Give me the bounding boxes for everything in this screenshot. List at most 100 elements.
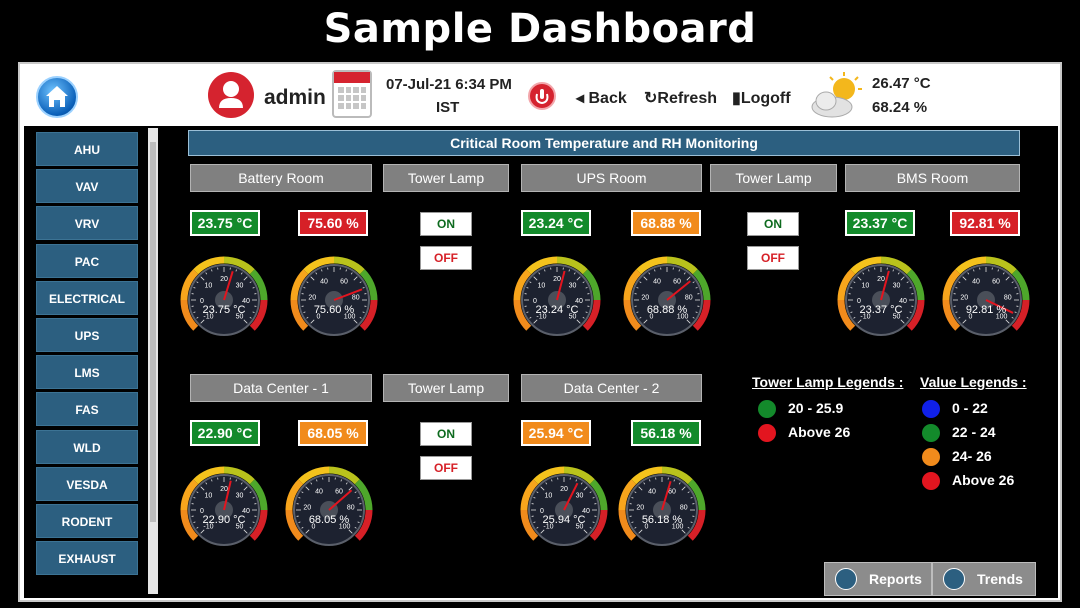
- gauge-tick-label: 0: [968, 314, 972, 321]
- gauge-tick-label: 20: [560, 486, 568, 493]
- gauge-tick-label: 50: [893, 314, 901, 321]
- sidebar-item-electrical[interactable]: ELECTRICAL: [36, 280, 138, 315]
- legend-dot: [922, 424, 940, 442]
- gauge-value-label: 56.18 %: [642, 514, 683, 526]
- tower-lamp-off-button[interactable]: OFF: [420, 456, 472, 480]
- sidebar-item-ups[interactable]: UPS: [36, 318, 138, 352]
- dashboard-window: admin 07-Jul-21 6:34 PM IST ◂ Back ↻Refr…: [18, 62, 1062, 602]
- sidebar-item-rodent[interactable]: RODENT: [36, 504, 138, 538]
- tower-lamp-label: Tower Lamp: [710, 164, 837, 192]
- gauge-needle: [666, 280, 691, 301]
- rh-value-box: 75.60 %: [298, 210, 368, 236]
- legend-text: Above 26: [952, 472, 1015, 488]
- gauge-tick-label: 20: [303, 505, 311, 512]
- reports-icon: [835, 568, 857, 590]
- gauge-tick-label: 40: [242, 298, 250, 305]
- sidebar-item-ahu[interactable]: AHU: [36, 132, 138, 166]
- temperature-gauge: -10 0 10 20 30 40 50 22.90 °C: [179, 462, 269, 558]
- sidebar-item-exhaust[interactable]: EXHAUST: [36, 541, 138, 576]
- tower-lamp-on-button[interactable]: ON: [747, 212, 799, 236]
- legend-dot: [922, 472, 940, 490]
- gauge-value-label: 23.37 °C: [860, 304, 903, 316]
- gauge-value-label: 22.90 °C: [203, 514, 246, 526]
- back-button[interactable]: ◂ Back: [576, 90, 627, 107]
- gauge-tick-label: 40: [242, 508, 250, 515]
- humidity-gauge: 0 20 40 60 80 100 92.81 %: [941, 252, 1031, 348]
- rh-value-box: 92.81 %: [950, 210, 1020, 236]
- legend-text: 24- 26: [952, 448, 992, 464]
- room-label-battery: Battery Room: [190, 164, 372, 192]
- temperature-gauge: -10 0 10 20 30 40 50 23.24 °C: [512, 252, 602, 348]
- gauge-tick-label: 40: [320, 278, 328, 285]
- back-icon: ◂: [576, 90, 589, 107]
- power-icon[interactable]: [528, 82, 556, 110]
- temp-value-box: 25.94 °C: [521, 420, 591, 446]
- room-label-data-center-1: Data Center - 1: [190, 374, 372, 402]
- gauge-tick-label: 0: [200, 298, 204, 305]
- gauge-tick-label: 0: [200, 508, 204, 515]
- reports-button[interactable]: Reports: [824, 562, 932, 596]
- sidebar-item-vav[interactable]: VAV: [36, 169, 138, 204]
- section-title: Critical Room Temperature and RH Monitor…: [188, 130, 1020, 156]
- temperature-gauge: -10 0 10 20 30 40 50 25.94 °C: [519, 462, 609, 558]
- sidebar: AHU VAV VRV PAC ELECTRICAL UPS LMS FAS WLD VESDA R…: [30, 128, 158, 594]
- sidebar-item-vesda[interactable]: VESDA: [36, 466, 138, 501]
- sidebar-item-wld[interactable]: WLD: [36, 429, 138, 464]
- trends-button[interactable]: Trends: [932, 562, 1036, 596]
- gauge-tick-label: 40: [575, 298, 583, 305]
- gauge-tick-label: 10: [538, 282, 546, 289]
- sidebar-item-pac[interactable]: PAC: [36, 243, 138, 278]
- refresh-button[interactable]: ↻Refresh: [644, 90, 717, 107]
- gauge-tick-label: -10: [543, 524, 553, 531]
- sidebar-item-lms[interactable]: LMS: [36, 355, 138, 390]
- gauge-tick-label: 0: [311, 524, 315, 531]
- gauge-needle: [333, 288, 363, 301]
- gauge-tick-label: 10: [862, 282, 870, 289]
- legend-text: Above 26: [788, 424, 851, 440]
- gauge-tick-label: 60: [335, 488, 343, 495]
- gauge-needle: [328, 489, 353, 511]
- timezone: IST: [436, 99, 460, 116]
- gauge-tick-label: 30: [236, 492, 244, 499]
- temperature-gauge: -10 0 10 20 30 40 50 23.37 °C: [836, 252, 926, 348]
- rh-value-box: 68.88 %: [631, 210, 701, 236]
- legend-text: 20 - 25.9: [788, 400, 844, 416]
- gauge-tick-label: 100: [996, 314, 1008, 321]
- gauge-tick-label: 40: [648, 488, 656, 495]
- humidity-gauge: 0 20 40 60 80 100 68.88 %: [622, 252, 712, 348]
- gauge-tick-label: 10: [545, 492, 553, 499]
- legend-text: 0 - 22: [952, 400, 988, 416]
- gauge-needle: [556, 270, 566, 301]
- refresh-icon: ↻: [644, 90, 658, 107]
- sidebar-scrollbar[interactable]: [148, 128, 158, 594]
- tower-lamp-off-button[interactable]: OFF: [420, 246, 472, 270]
- gauge-tick-label: 0: [316, 314, 320, 321]
- sidebar-item-fas[interactable]: FAS: [36, 392, 138, 427]
- gauge-tick-label: 20: [308, 295, 316, 302]
- gauge-tick-label: 20: [636, 505, 644, 512]
- gauge-tick-label: 100: [677, 314, 689, 321]
- gauge-tick-label: 80: [352, 295, 360, 302]
- logoff-icon: ▮: [732, 90, 741, 107]
- tower-lamp-on-button[interactable]: ON: [420, 212, 472, 236]
- main-panel: AHU VAV VRV PAC ELECTRICAL UPS LMS FAS WLD VESDA R…: [24, 126, 1058, 598]
- sidebar-item-vrv[interactable]: VRV: [36, 206, 138, 241]
- gauge-needle: [223, 271, 234, 301]
- tower-lamp-off-button[interactable]: OFF: [747, 246, 799, 270]
- gauge-tick-label: -10: [203, 524, 213, 531]
- gauge-tick-label: 50: [236, 524, 244, 531]
- gauge-tick-label: 100: [672, 524, 684, 531]
- gauge-tick-label: 50: [576, 524, 584, 531]
- gauge-tick-label: 60: [992, 278, 1000, 285]
- gauge-needle: [223, 480, 232, 511]
- gauge-tick-label: 40: [582, 508, 590, 515]
- gauge-tick-label: 0: [533, 298, 537, 305]
- gauge-tick-label: 20: [877, 276, 885, 283]
- logoff-button[interactable]: ▮Logoff: [732, 90, 791, 107]
- home-icon[interactable]: [36, 76, 78, 118]
- gauge-value-label: 75.60 %: [314, 304, 355, 316]
- outdoor-humidity: 68.24 %: [872, 99, 928, 116]
- gauge-tick-label: 20: [220, 276, 228, 283]
- tower-lamp-on-button[interactable]: ON: [420, 422, 472, 446]
- gauge-needle: [880, 270, 890, 301]
